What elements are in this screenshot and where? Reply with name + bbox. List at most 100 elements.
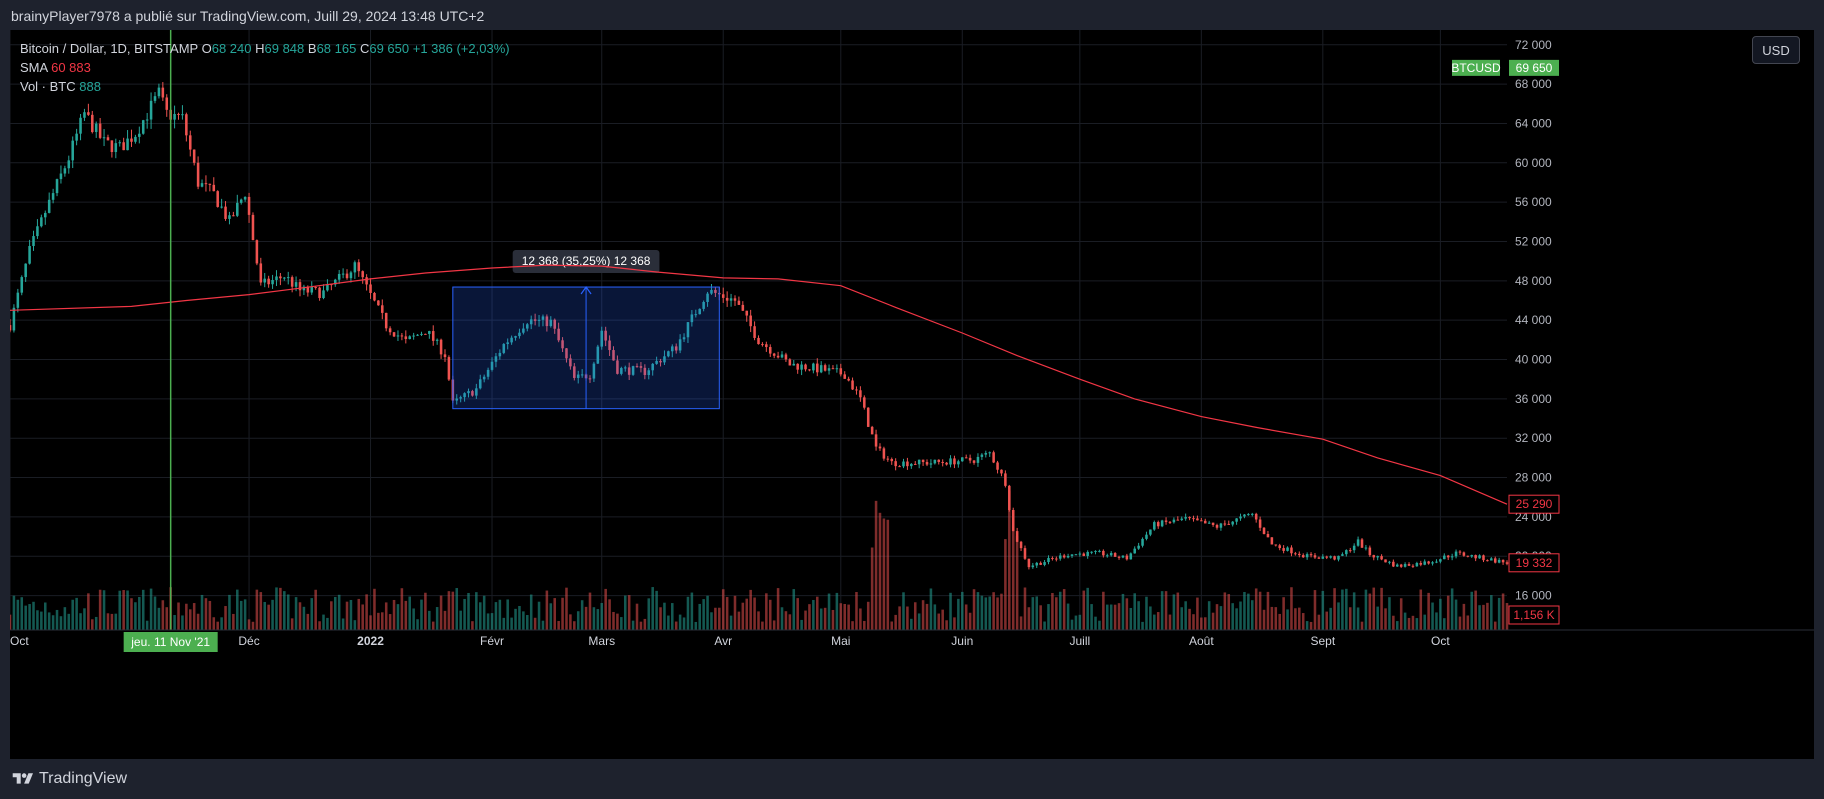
volume-bar (28, 604, 31, 630)
candle (667, 350, 670, 358)
candle-body (1435, 561, 1438, 563)
candle (141, 119, 145, 135)
candle-body (819, 365, 823, 373)
volume-bar (326, 617, 329, 630)
candle (36, 219, 39, 239)
candle-body (537, 319, 541, 321)
volume-bar (1035, 596, 1039, 630)
candle (255, 239, 259, 266)
volume-bar (1243, 591, 1246, 630)
volume-bar (655, 590, 658, 630)
candle (1078, 551, 1082, 557)
volume-bar (663, 602, 666, 630)
volume-bar (835, 592, 839, 630)
candle-body (710, 289, 713, 294)
volume-bar (855, 591, 858, 630)
candle (780, 351, 784, 359)
volume-bar (102, 590, 106, 630)
candle-body (318, 287, 321, 299)
volume-bar (945, 620, 948, 630)
candle (63, 165, 67, 177)
candle-body (134, 136, 137, 142)
candle (498, 349, 502, 360)
volume-bar (94, 616, 98, 630)
volume-bar (553, 598, 556, 630)
volume-bar (1364, 589, 1368, 630)
legend-sma-row: SMA 60 883 (20, 58, 510, 77)
candle (808, 369, 811, 372)
candle-body (1145, 534, 1148, 539)
candle-body (482, 376, 486, 380)
volume-bar (902, 592, 905, 630)
volume-bar (1051, 592, 1054, 630)
candle-body (1125, 555, 1129, 560)
volume-bar (130, 598, 133, 630)
volume-bar (91, 619, 94, 630)
candle (424, 333, 427, 335)
volume-bar (345, 601, 349, 630)
volume-bar (443, 610, 447, 630)
candle-body (612, 350, 615, 361)
candle (729, 293, 733, 307)
volume-bar (910, 618, 913, 630)
candle (623, 365, 627, 372)
candle (314, 286, 317, 290)
volume-bar (1399, 598, 1403, 630)
candle (569, 354, 572, 370)
candle (67, 155, 71, 174)
candle-body (933, 459, 937, 464)
candle-body (1348, 550, 1352, 552)
candle-body (1023, 548, 1027, 559)
tradingview-logo-icon (12, 773, 33, 784)
price-tick-label: 52 000 (1515, 234, 1552, 248)
candle-body (1043, 562, 1046, 565)
volume-bar (161, 600, 165, 630)
candle-body (682, 337, 686, 340)
candle (702, 300, 705, 312)
candle-body (843, 374, 846, 379)
candle-body (326, 284, 329, 291)
volume-bar (894, 614, 897, 630)
candle (917, 459, 921, 469)
range-label-bg (512, 250, 660, 274)
candle (549, 316, 553, 328)
candle-body (138, 133, 141, 137)
candle-body (130, 138, 133, 142)
candle-body (733, 298, 737, 301)
volume-bar (988, 596, 991, 630)
candle (32, 230, 35, 251)
candle-body (780, 354, 784, 358)
volume-bar (1094, 616, 1097, 630)
currency-button[interactable]: USD (1752, 36, 1800, 64)
candle (369, 278, 372, 299)
candle (1454, 549, 1458, 559)
volume-bar (678, 614, 682, 630)
candle-body (428, 331, 431, 334)
candle-body (1399, 564, 1403, 567)
volume-bar (674, 621, 678, 630)
candle-body (298, 282, 302, 291)
candle (753, 321, 756, 341)
candle-body (79, 117, 82, 134)
volume-bar (283, 591, 286, 630)
candle-body (808, 369, 811, 371)
candle (784, 352, 788, 362)
candle-body (416, 334, 419, 336)
volume-bar (1188, 608, 1191, 630)
candle-body (937, 459, 941, 462)
time-tick-label: Oct (1431, 634, 1450, 648)
volume-bar (643, 618, 647, 630)
volume-bar (267, 604, 270, 630)
volume-bar (431, 621, 435, 630)
candle-body (702, 301, 705, 309)
candle-body (964, 457, 968, 459)
candle (1501, 559, 1505, 565)
candle-body (573, 366, 576, 378)
candle-body (71, 140, 74, 161)
candle (604, 326, 607, 347)
candle-body (294, 282, 298, 287)
volume-bar (428, 610, 431, 630)
candle-body (1078, 553, 1082, 555)
